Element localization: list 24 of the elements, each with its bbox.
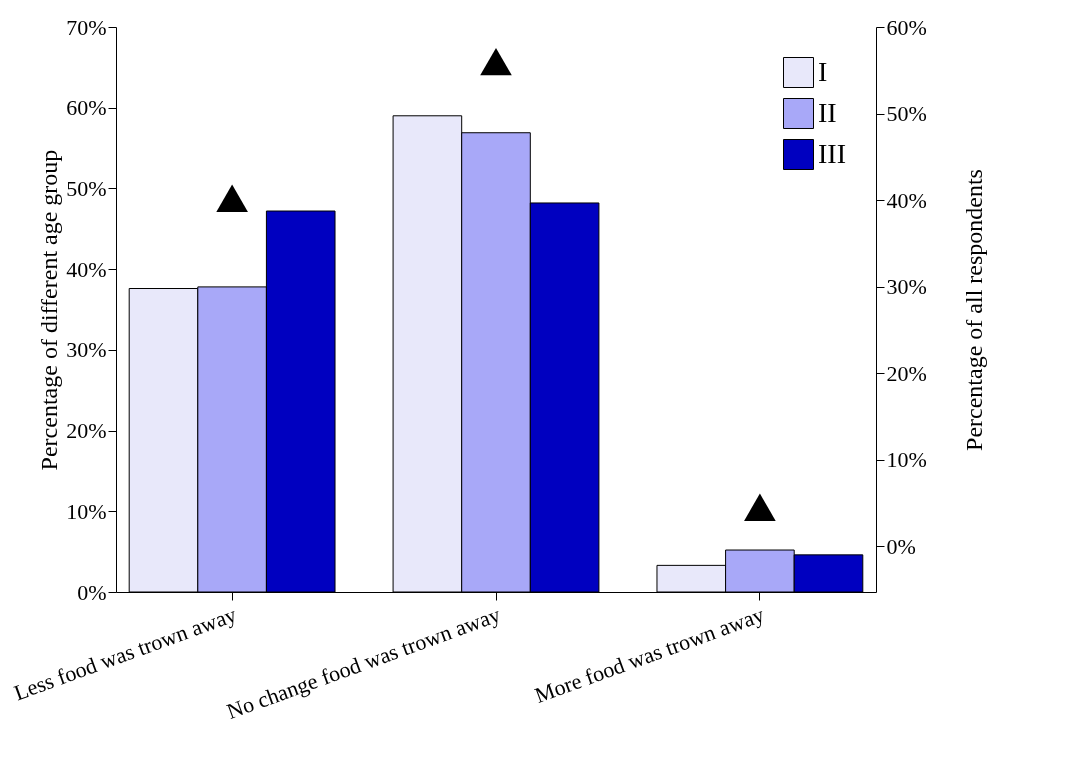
y-tick-label: 10% [66,498,107,524]
y2-tick-label: 0% [886,533,916,559]
y2-tick-label: 60% [886,14,927,40]
point [216,184,248,213]
point [744,493,776,521]
y2-tick-label: 40% [886,187,927,213]
y-tick-label: 60% [66,95,107,121]
y2-tick-label: 10% [886,447,927,473]
y-tick-label: 70% [66,14,107,40]
y2-tick-label: 30% [886,274,927,300]
y-tick-label: 0% [77,579,107,605]
y-tick-label: 50% [66,175,107,201]
y2-tick-label: 20% [886,360,927,386]
y2-axis-title: Percentage of all respondents [960,169,987,451]
legend-label: I [818,55,828,87]
x-tick-label: More food was trown away [531,601,768,708]
y2-tick-label: 50% [886,101,927,127]
y-tick-label: 40% [66,256,107,282]
y-tick-label: 20% [66,418,107,444]
legend-label: II [818,96,837,128]
legend-label: III [818,137,846,169]
y-tick-label: 30% [66,337,107,363]
y-axis-title: Percentage of different age group [36,149,63,471]
point [480,47,512,76]
